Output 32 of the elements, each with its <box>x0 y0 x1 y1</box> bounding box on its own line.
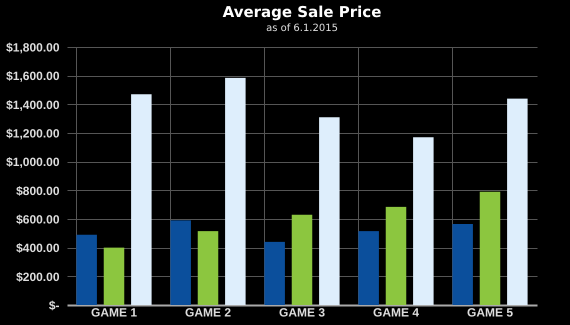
bar <box>386 206 406 305</box>
x-tick-label: GAME 3 <box>278 306 326 320</box>
x-tick-label: GAME 1 <box>90 306 138 320</box>
bar <box>452 224 473 305</box>
bar <box>358 231 379 305</box>
bar <box>76 234 97 305</box>
y-tick-label: $200.00 <box>16 270 60 284</box>
bar <box>507 98 528 305</box>
chart-title: Average Sale Price <box>222 3 382 21</box>
bar <box>170 220 191 305</box>
y-tick-label: $600.00 <box>16 212 60 226</box>
bar <box>198 231 218 305</box>
bar <box>292 214 312 305</box>
bar <box>225 78 246 305</box>
bar <box>131 94 152 305</box>
bar <box>413 137 434 305</box>
y-tick-label: $- <box>48 298 60 312</box>
y-tick-label: $1,000.00 <box>6 155 60 170</box>
chart-subtitle: as of 6.1.2015 <box>266 23 338 34</box>
x-tick-label: GAME 4 <box>372 306 420 320</box>
x-tick-label: GAME 2 <box>184 306 232 320</box>
y-tick-label: $400.00 <box>16 241 60 256</box>
y-tick-label: $1,400.00 <box>6 98 60 112</box>
bar <box>264 242 285 305</box>
y-tick-label: $1,200.00 <box>6 126 60 140</box>
bar <box>319 117 340 305</box>
y-tick-label: $800.00 <box>16 184 60 198</box>
y-tick-label: $1,800.00 <box>6 40 60 54</box>
y-tick-label: $1,600.00 <box>6 69 60 84</box>
bar <box>480 192 500 305</box>
x-tick-label: GAME 5 <box>466 306 514 320</box>
bar <box>104 248 124 305</box>
